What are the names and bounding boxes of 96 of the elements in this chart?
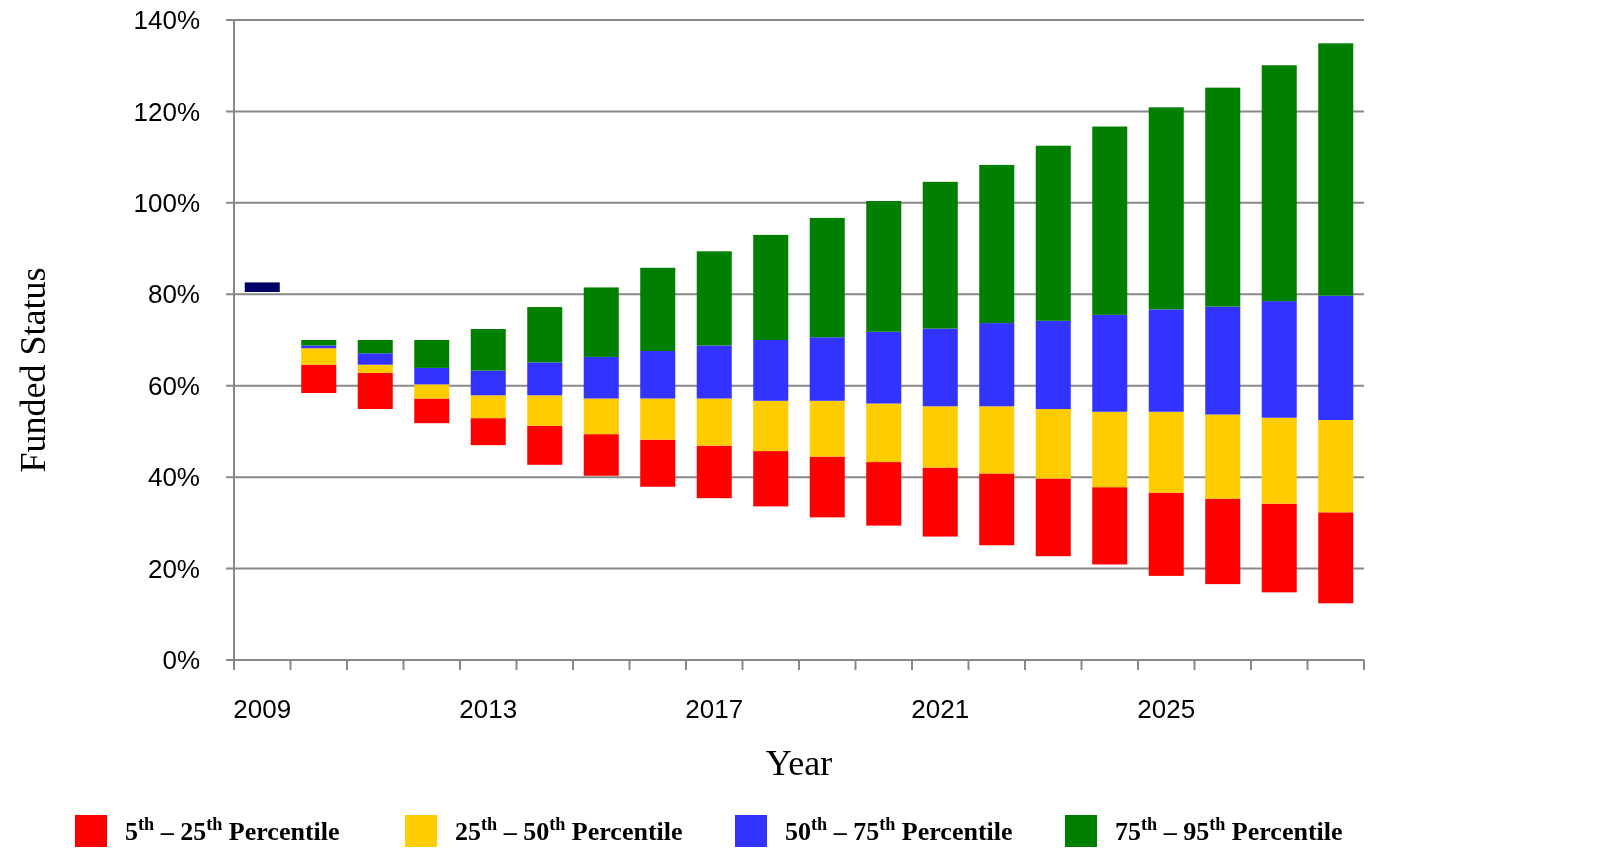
bar	[1092, 126, 1128, 315]
bar	[1318, 420, 1354, 513]
bar	[922, 328, 958, 407]
bar	[1035, 145, 1071, 321]
bar	[696, 345, 732, 399]
bar	[527, 395, 563, 426]
y-axis-title: Funded Status	[13, 267, 53, 473]
bar	[979, 164, 1015, 324]
bar	[696, 251, 732, 346]
bar	[1035, 478, 1071, 557]
bar	[470, 370, 506, 396]
bar	[866, 201, 902, 332]
bar	[1148, 411, 1184, 493]
bar	[414, 398, 450, 424]
bar	[583, 356, 619, 399]
y-tick-label: 140%	[133, 5, 200, 36]
y-tick-label: 60%	[147, 370, 200, 401]
bar	[922, 467, 958, 537]
bar	[244, 282, 280, 292]
legend-label: 50$^{th}$ – 75$^{th}$ Percentile	[785, 814, 1013, 846]
bar	[640, 398, 676, 440]
bar	[979, 323, 1015, 407]
bar	[1261, 503, 1297, 593]
x-tick-label: 2017	[685, 694, 744, 724]
bar	[979, 473, 1015, 546]
bar	[414, 384, 450, 399]
bar	[809, 337, 845, 401]
bar	[922, 181, 958, 329]
bar	[640, 350, 676, 399]
bar	[527, 307, 563, 363]
legend-label: 25$^{th}$ – 50$^{th}$ Percentile	[455, 814, 683, 846]
bar	[470, 418, 506, 446]
x-tick-label: 2013	[459, 694, 518, 724]
x-tick-label: 2025	[1137, 694, 1196, 724]
bar	[1092, 314, 1128, 412]
bar	[357, 340, 393, 354]
bar	[1205, 498, 1241, 585]
x-axis-title: Year	[765, 743, 833, 783]
bar	[414, 340, 450, 368]
bar	[1092, 411, 1128, 488]
x-tick-label: 2009	[233, 694, 292, 724]
bar	[809, 400, 845, 457]
bar	[1205, 306, 1241, 415]
bar	[1035, 409, 1071, 479]
bar	[1035, 320, 1071, 410]
bar	[301, 364, 337, 394]
bar	[1092, 487, 1128, 565]
bar	[357, 364, 393, 373]
bar	[301, 345, 337, 349]
bar	[866, 403, 902, 463]
bar	[753, 340, 789, 401]
y-tick-label: 100%	[133, 187, 200, 218]
bar	[753, 234, 789, 340]
bar	[583, 398, 619, 435]
bar	[583, 287, 619, 357]
x-tick-label: 2021	[911, 694, 970, 724]
bar	[301, 340, 337, 346]
bar	[527, 362, 563, 396]
bar	[357, 372, 393, 410]
bar	[696, 445, 732, 499]
bar	[1318, 43, 1354, 296]
bar	[1148, 492, 1184, 576]
bar	[979, 406, 1015, 474]
bar	[809, 456, 845, 518]
y-tick-label: 20%	[147, 553, 200, 584]
bar	[1318, 512, 1354, 604]
bar	[696, 398, 732, 446]
legend-label: 75$^{th}$ – 95$^{th}$ Percentile	[1115, 814, 1343, 846]
bar	[1205, 87, 1241, 307]
bar	[1261, 65, 1297, 302]
bar	[1148, 107, 1184, 310]
bar	[357, 353, 393, 365]
bar	[640, 267, 676, 351]
bar	[1148, 309, 1184, 412]
bar	[753, 451, 789, 507]
bar	[414, 367, 450, 385]
bar	[1205, 414, 1241, 499]
bar	[1318, 295, 1354, 420]
bar	[1261, 417, 1297, 504]
y-tick-label: 40%	[147, 462, 200, 493]
bar	[809, 217, 845, 338]
y-tick-label: 120%	[133, 96, 200, 127]
bar	[301, 348, 337, 365]
bar	[470, 395, 506, 419]
bar	[583, 434, 619, 476]
bar	[470, 329, 506, 371]
y-tick-label: 80%	[147, 279, 200, 310]
legend-label: 5$^{th}$ – 25$^{th}$ Percentile	[125, 814, 340, 846]
bar	[866, 462, 902, 526]
bar	[640, 439, 676, 487]
y-tick-label: 0%	[162, 645, 200, 676]
bar	[866, 331, 902, 404]
bar	[922, 406, 958, 468]
bar	[527, 425, 563, 465]
bar	[1261, 301, 1297, 418]
bar	[753, 400, 789, 452]
